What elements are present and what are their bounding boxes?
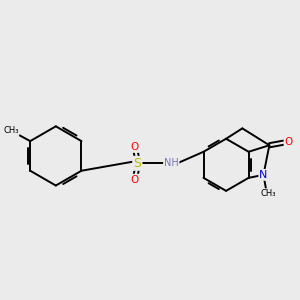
Text: O: O <box>131 175 139 184</box>
Text: CH₃: CH₃ <box>260 189 276 198</box>
Text: NH: NH <box>164 158 179 168</box>
Text: CH₃: CH₃ <box>3 126 19 135</box>
Text: O: O <box>131 142 139 152</box>
Text: O: O <box>284 137 293 147</box>
Text: N: N <box>259 170 268 180</box>
Text: S: S <box>133 157 141 170</box>
